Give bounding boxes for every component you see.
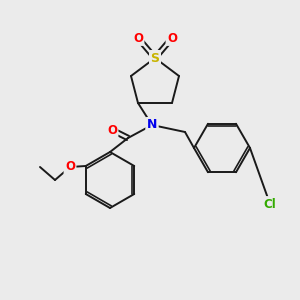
Text: O: O bbox=[167, 32, 177, 44]
Text: O: O bbox=[107, 124, 117, 136]
Text: S: S bbox=[151, 52, 160, 64]
Text: O: O bbox=[65, 160, 75, 173]
Text: O: O bbox=[133, 32, 143, 44]
Text: N: N bbox=[147, 118, 157, 131]
Text: Cl: Cl bbox=[264, 197, 276, 211]
